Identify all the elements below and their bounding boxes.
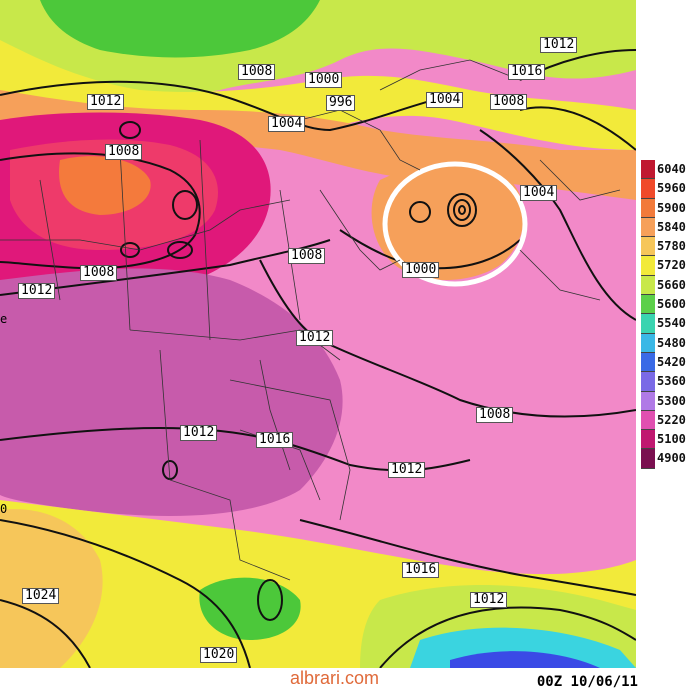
legend-value: 5360 (657, 374, 686, 389)
legend-row: 5540 (641, 314, 700, 334)
legend-swatch (641, 410, 655, 431)
legend-swatch (641, 160, 655, 180)
legend-value: 5960 (657, 181, 686, 196)
legend-value: 5900 (657, 200, 686, 215)
highlight-circle (382, 161, 528, 287)
legend-value: 5100 (657, 432, 686, 447)
isobar-label: 1012 (296, 330, 334, 346)
legend-swatch (641, 295, 655, 315)
legend-row: 5360 (641, 372, 700, 392)
north-yellow-band (0, 40, 636, 150)
legend-value: 5540 (657, 316, 686, 331)
isobar-label: 1016 (256, 432, 294, 448)
legend-swatch (641, 256, 655, 276)
low-pressure-center (409, 193, 477, 227)
legend-row: 5780 (641, 237, 700, 257)
edge-text: 0 (0, 502, 8, 516)
legend-swatch (641, 237, 655, 257)
legend-value: 5780 (657, 239, 686, 254)
legend-row: 5900 (641, 198, 700, 218)
edge-text: e (0, 312, 8, 326)
legend-row: 5100 (641, 430, 700, 450)
legend-row: 5300 (641, 391, 700, 411)
isobar-line (0, 599, 91, 668)
legend-swatch (641, 352, 655, 373)
isobar-label: 1004 (426, 92, 464, 108)
isobar-line (0, 152, 201, 270)
isobar-label: 1000 (305, 72, 343, 88)
isobar-label: 1012 (388, 462, 426, 478)
legend-swatch (641, 217, 655, 238)
legend-value: 6040 (657, 162, 686, 176)
isobar-label: 1012 (18, 283, 56, 299)
isobar-label: 996 (326, 95, 356, 111)
legend-row: 6040 (641, 160, 700, 180)
saharan-hot-core (59, 156, 151, 215)
isobar-label: 1016 (508, 64, 546, 80)
isobar-label: 1016 (402, 562, 440, 578)
legend-row: 5420 (641, 352, 700, 373)
isobar-label: 1008 (80, 265, 118, 281)
southern-green-patch (199, 577, 301, 640)
isobar-label: 1008 (105, 144, 143, 160)
timestamp: 00Z 10/06/11 (536, 674, 638, 690)
isobar-label: 1012 (540, 37, 578, 53)
legend-value: 5420 (657, 354, 686, 369)
isobar-line (259, 259, 636, 418)
north-green-patch (40, 0, 320, 58)
legend-value: 5600 (657, 297, 686, 312)
legend-row: 4900 (641, 449, 700, 469)
legend-row: 5720 (641, 256, 700, 276)
legend-swatch (641, 430, 655, 450)
legend-swatch (641, 391, 655, 411)
legend-value: 5480 (657, 335, 686, 350)
isobar-label: 1024 (22, 588, 60, 604)
weather-map: 1012 1016 1008 1000 996 1004 1012 1008 1… (0, 0, 636, 668)
isobar-label: 1020 (200, 647, 238, 663)
isobar-label: 1008 (490, 94, 528, 110)
legend-swatch (641, 333, 655, 353)
color-legend: 6040 5960 5900 5840 5780 5720 5660 5600 5540 5480… (641, 160, 700, 469)
map-canvas (0, 0, 636, 668)
isobar-line (379, 606, 636, 668)
legend-value: 4900 (657, 451, 686, 466)
legend-row: 5960 (641, 179, 700, 199)
legend-value: 5840 (657, 219, 686, 234)
isobar-label: 1004 (520, 185, 558, 201)
isobar-line (0, 519, 251, 668)
isobar-line (0, 80, 461, 132)
isobar-label: 1012 (470, 592, 508, 608)
isobar-label: 1012 (87, 94, 125, 110)
legend-value: 5300 (657, 393, 686, 408)
legend-value: 5720 (657, 258, 686, 273)
isobar-line (479, 129, 636, 321)
legend-swatch (641, 372, 655, 392)
legend-swatch (641, 314, 655, 334)
small-contours (119, 121, 283, 621)
central-africa-zone (0, 268, 343, 516)
watermark: albrari.com (290, 668, 380, 688)
legend-swatch (641, 198, 655, 218)
legend-row: 5600 (641, 295, 700, 315)
legend-row: 5660 (641, 275, 700, 296)
isobar-label: 1000 (402, 262, 440, 278)
legend-row: 5480 (641, 333, 700, 353)
south-blue-patch (450, 651, 600, 668)
legend-row: 5840 (641, 217, 700, 238)
isobar-line (519, 106, 636, 151)
legend-value: 5660 (657, 277, 686, 292)
isobar-label: 1012 (180, 425, 218, 441)
legend-swatch (641, 179, 655, 199)
arabia-warm-zone (371, 165, 524, 280)
legend-swatch (641, 449, 655, 469)
isobar-label: 1008 (238, 64, 276, 80)
isobar-line (299, 519, 636, 596)
legend-swatch (641, 275, 655, 296)
isobar-label: 1008 (476, 407, 514, 423)
legend-value: 5220 (657, 412, 686, 427)
isobar-label: 1008 (288, 248, 326, 264)
legend-row: 5220 (641, 410, 700, 431)
isobar-label: 1004 (268, 116, 306, 132)
